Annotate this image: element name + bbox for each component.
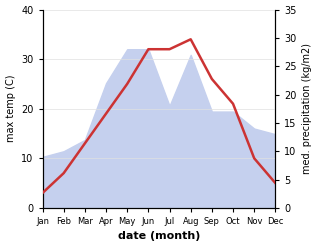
X-axis label: date (month): date (month) <box>118 231 200 242</box>
Y-axis label: max temp (C): max temp (C) <box>5 75 16 143</box>
Y-axis label: med. precipitation (kg/m2): med. precipitation (kg/m2) <box>302 43 313 174</box>
